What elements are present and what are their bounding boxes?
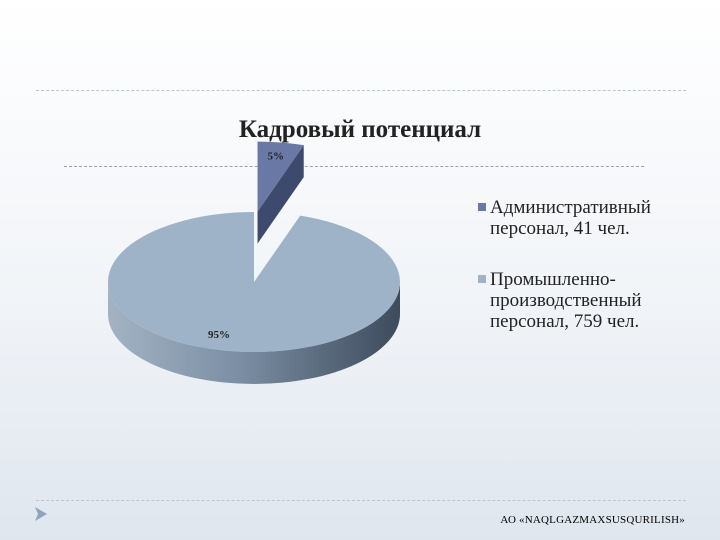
title-underline <box>64 166 644 167</box>
pie-slice-production: 95% <box>107 211 400 384</box>
slide-title: Кадровый потенциал <box>238 116 482 143</box>
slide-arrow-icon <box>35 507 47 521</box>
legend-label-production: Промышленно-производственный персонал, 7… <box>490 269 642 332</box>
pie-slice-admin: 5% <box>257 141 304 244</box>
legend-marker-production <box>478 275 486 283</box>
pie-data-label-production: 95% <box>208 329 230 341</box>
legend-marker-admin <box>478 203 486 211</box>
legend-item-production: Промышленно-производственный персонал, 7… <box>478 269 698 332</box>
pie-side-1 <box>108 282 400 384</box>
pie-top-1 <box>107 211 400 352</box>
footer-company: АО «NAQLGAZMAXSUSQURILISH» <box>500 514 685 526</box>
chart-legend: Административный персонал, 41 чел. Промы… <box>478 197 698 362</box>
legend-item-admin: Административный персонал, 41 чел. <box>478 197 698 239</box>
top-dashed-divider <box>36 90 686 91</box>
legend-label-admin: Административный персонал, 41 чел. <box>490 197 651 239</box>
bottom-dashed-divider <box>36 500 686 501</box>
pie-top-0 <box>257 141 304 212</box>
pie-cut-face <box>257 145 304 244</box>
pie-data-label-admin: 5% <box>268 151 285 163</box>
